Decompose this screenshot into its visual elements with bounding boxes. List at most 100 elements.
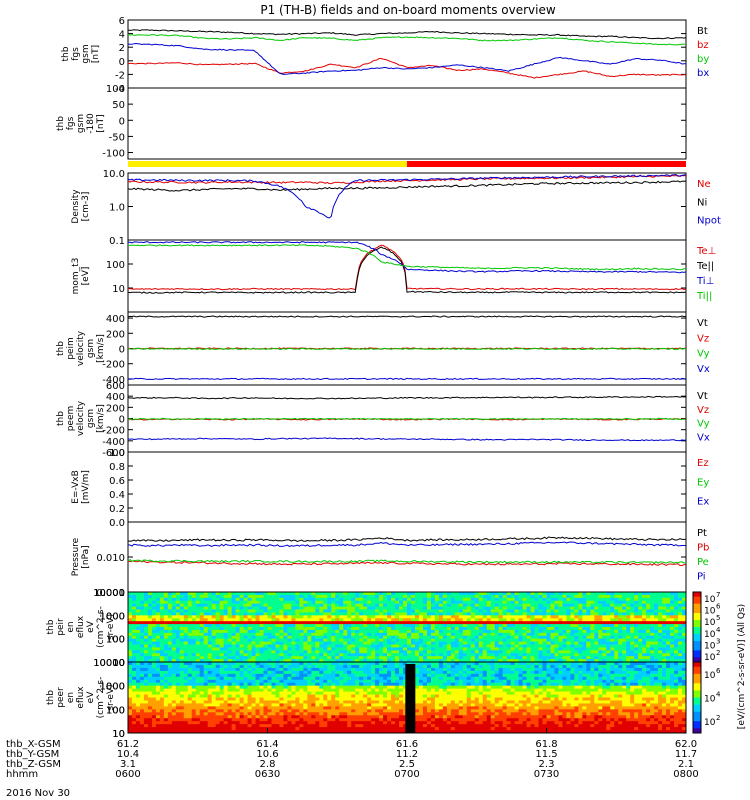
heat-cell bbox=[542, 656, 547, 660]
heat-cell bbox=[195, 641, 201, 645]
heat-cell bbox=[287, 667, 292, 672]
heat-cell bbox=[219, 694, 225, 698]
heat-cell bbox=[135, 627, 141, 631]
heat-cell bbox=[347, 667, 352, 672]
heat-cell bbox=[239, 676, 244, 681]
series-line-density-2 bbox=[127, 173, 687, 219]
heat-cell bbox=[263, 721, 268, 725]
heat-cell bbox=[247, 688, 252, 692]
heat-cell bbox=[227, 664, 233, 669]
heat-cell bbox=[291, 721, 296, 725]
heat-cell bbox=[410, 656, 416, 660]
heat-cell bbox=[307, 638, 312, 642]
heat-cell bbox=[259, 673, 264, 678]
heat-cell bbox=[470, 597, 476, 602]
heat-cell bbox=[682, 609, 687, 613]
heat-cell bbox=[159, 653, 165, 657]
heat-cell bbox=[191, 706, 197, 710]
heat-cell bbox=[195, 597, 201, 602]
heat-cell bbox=[143, 712, 149, 716]
heat-cell bbox=[626, 653, 631, 657]
heat-cell bbox=[582, 612, 587, 616]
heat-cell bbox=[203, 715, 209, 719]
heat-cell bbox=[367, 644, 372, 648]
heat-cell bbox=[570, 597, 575, 602]
heat-cell bbox=[670, 632, 675, 637]
heat-cell bbox=[183, 606, 189, 610]
heat-cell bbox=[135, 662, 141, 666]
heat-cell bbox=[410, 647, 416, 651]
heat-cell bbox=[502, 632, 508, 637]
heat-cell bbox=[434, 618, 440, 622]
heat-cell bbox=[582, 606, 587, 610]
heat-cell bbox=[291, 727, 296, 731]
heat-cell bbox=[442, 627, 448, 631]
heat-cell bbox=[566, 612, 571, 616]
heat-cell bbox=[598, 632, 603, 637]
series-line-temperature-2 bbox=[127, 241, 687, 274]
heat-cell bbox=[227, 673, 233, 678]
heat-cell bbox=[682, 621, 687, 625]
heat-cell bbox=[223, 600, 229, 605]
heat-cell bbox=[128, 650, 133, 654]
heat-cell bbox=[407, 621, 412, 625]
heat-cell bbox=[662, 641, 667, 645]
heat-cell bbox=[426, 612, 432, 616]
heat-cell bbox=[387, 629, 392, 634]
heat-cell bbox=[458, 621, 464, 625]
heat-cell bbox=[223, 730, 229, 734]
heat-cell bbox=[474, 600, 480, 605]
heat-cell bbox=[139, 667, 145, 672]
heat-cell bbox=[674, 647, 679, 651]
heat-cell bbox=[554, 659, 559, 663]
heat-cell bbox=[143, 676, 149, 681]
heat-cell bbox=[574, 629, 579, 634]
heat-cell bbox=[319, 682, 324, 687]
heat-cell bbox=[395, 659, 400, 663]
heat-cell bbox=[638, 632, 643, 637]
heat-cell bbox=[638, 644, 643, 648]
heat-cell bbox=[470, 656, 476, 660]
heat-cell bbox=[343, 715, 348, 719]
heat-cell bbox=[426, 606, 432, 610]
heat-cell bbox=[478, 647, 484, 651]
heat-cell bbox=[430, 647, 436, 651]
heat-cell bbox=[414, 632, 420, 637]
heat-cell bbox=[159, 721, 165, 725]
heat-cell bbox=[279, 688, 284, 692]
heat-cell bbox=[538, 594, 543, 599]
heat-cell bbox=[478, 659, 484, 663]
heat-cell bbox=[203, 600, 209, 605]
heat-cell bbox=[339, 730, 344, 734]
heat-cell bbox=[303, 624, 308, 628]
heat-cell bbox=[191, 700, 197, 704]
heat-cell bbox=[538, 647, 543, 651]
heat-cell bbox=[311, 659, 316, 663]
heat-cell bbox=[267, 718, 272, 722]
heat-cell bbox=[163, 632, 169, 637]
heat-cell bbox=[442, 653, 448, 657]
heat-cell bbox=[490, 612, 496, 616]
heat-cell bbox=[618, 609, 623, 613]
heat-cell bbox=[199, 615, 205, 619]
heat-cell bbox=[518, 615, 523, 619]
heat-cell bbox=[295, 676, 300, 681]
heat-cell bbox=[538, 597, 543, 602]
heat-cell bbox=[494, 638, 500, 642]
heat-cell bbox=[235, 632, 240, 637]
y-tick-label-peem_velocity-3: 0 bbox=[119, 415, 125, 426]
heat-cell bbox=[279, 685, 284, 690]
heat-cell bbox=[658, 597, 663, 602]
heat-cell bbox=[442, 632, 448, 637]
heat-cell bbox=[139, 673, 145, 678]
heat-cell bbox=[654, 618, 659, 622]
heat-cell bbox=[183, 670, 189, 675]
heat-cell bbox=[546, 618, 551, 622]
heat-cell bbox=[335, 688, 340, 692]
heat-cell bbox=[446, 632, 452, 637]
heat-cell bbox=[514, 603, 519, 607]
heat-cell bbox=[159, 650, 165, 654]
heat-cell bbox=[223, 715, 229, 719]
heat-cell bbox=[391, 612, 396, 616]
